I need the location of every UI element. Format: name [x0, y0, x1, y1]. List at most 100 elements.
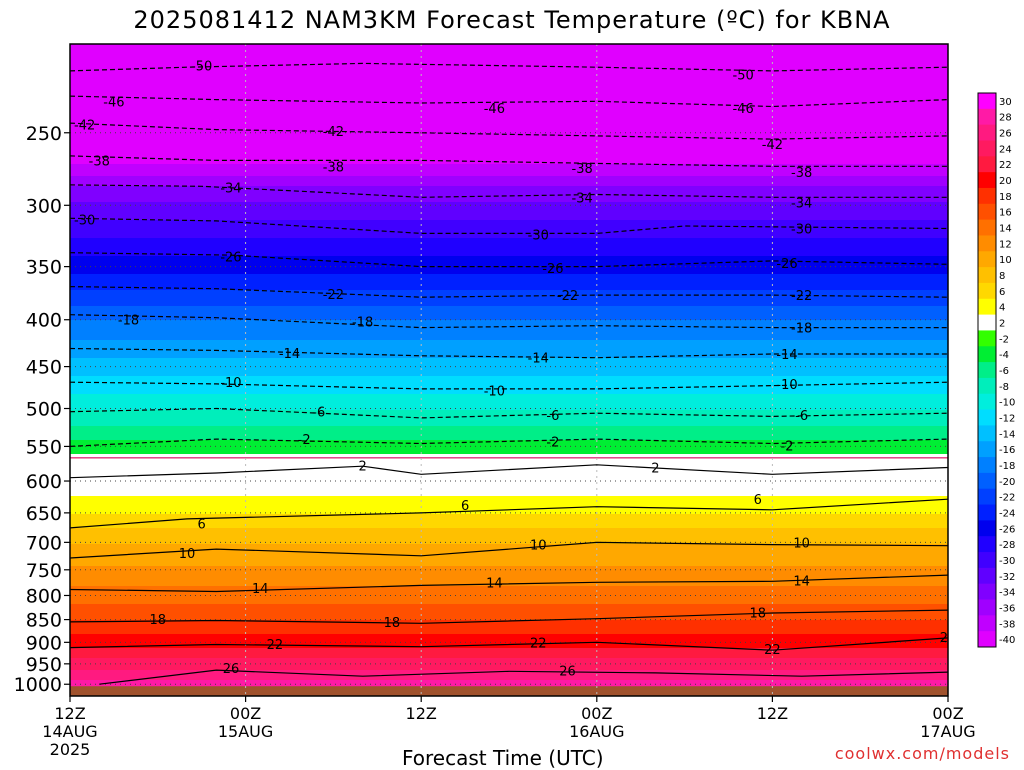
colorbar-swatch [978, 567, 996, 585]
field-band [70, 88, 948, 90]
colorbar-label: 16 [999, 208, 1012, 219]
field-band [70, 196, 948, 198]
colorbar-label: -32 [999, 572, 1015, 583]
field-band [70, 332, 948, 334]
y-tick-label: 650 [26, 503, 62, 525]
field-band [70, 544, 948, 546]
field-band [70, 414, 948, 416]
isotherm-label: -6 [795, 409, 808, 424]
field-band [70, 504, 948, 506]
field-band [70, 46, 948, 48]
colorbar-swatch [978, 425, 996, 442]
x-tick-label: 12Z [406, 704, 437, 723]
field-band [70, 604, 948, 606]
field-band [70, 610, 948, 612]
colorbar-label: 22 [999, 160, 1012, 171]
isotherm-line [70, 574, 948, 593]
field-band [70, 112, 948, 114]
field-band [70, 70, 948, 72]
isotherm-line [70, 637, 948, 651]
colorbar-swatch [978, 409, 996, 426]
field-band [70, 60, 948, 62]
field-band [70, 274, 948, 276]
field-band [70, 304, 948, 306]
field-band [70, 642, 948, 644]
colorbar-swatch [978, 314, 996, 331]
field-band [70, 594, 948, 596]
field-band [70, 290, 948, 292]
isotherm-line [70, 184, 948, 198]
field-band [70, 464, 948, 466]
field-band [70, 254, 948, 256]
field-band [70, 512, 948, 514]
colorbar-swatch [978, 393, 996, 411]
field-band [70, 80, 948, 82]
isotherm-label: 10 [530, 539, 547, 554]
colorbar-label: 30 [999, 97, 1012, 108]
field-band [70, 520, 948, 522]
isotherm-line [70, 498, 948, 529]
field-band [70, 550, 948, 552]
field-band [70, 310, 948, 312]
field-band [70, 308, 948, 310]
field-band [70, 236, 948, 238]
isotherm-label: 22 [764, 643, 781, 658]
field-band [70, 434, 948, 436]
field-band [70, 352, 948, 354]
x-tick-label: 17AUG [920, 722, 975, 741]
plot-frame [69, 43, 949, 697]
colorbar-label: -14 [999, 429, 1015, 440]
x-tick-label: 12Z [757, 704, 788, 723]
field-band [70, 546, 948, 548]
colorbar-label: -30 [999, 556, 1015, 567]
field-band [70, 286, 948, 288]
isotherm-label: 2 [651, 462, 659, 477]
field-band [70, 474, 948, 476]
field-band [70, 360, 948, 362]
colorbar-swatch [978, 93, 996, 110]
colorbar-label: 14 [999, 224, 1012, 235]
colorbar-label: 12 [999, 239, 1012, 250]
field-band [70, 452, 948, 454]
field-band [70, 646, 948, 648]
field-band [70, 156, 948, 158]
y-tick-label: 550 [26, 436, 62, 458]
field-band [70, 116, 948, 118]
y-tick-label: 400 [26, 310, 62, 332]
field-band [70, 198, 948, 200]
field-band [70, 558, 948, 560]
isotherm-line [70, 122, 948, 140]
x-tick-label: 00Z [581, 704, 612, 723]
field-band [70, 104, 948, 106]
colorbar-swatch [978, 124, 996, 141]
isotherm-label: 10 [179, 547, 196, 562]
field-band [70, 200, 948, 202]
y-tick-label: 800 [26, 585, 62, 607]
field-band [70, 602, 948, 604]
field-band [70, 114, 948, 116]
isotherm-label: 6 [198, 518, 206, 533]
colorbar-label: -16 [999, 445, 1015, 456]
field-band [70, 534, 948, 536]
x-tick-label: 2025 [50, 740, 91, 759]
field-band [70, 208, 948, 210]
field-band [70, 560, 948, 562]
colorbar-swatch [978, 488, 996, 506]
isotherm-label: -38 [791, 166, 812, 181]
y-tick-label: 850 [26, 610, 62, 632]
field-band [70, 572, 948, 574]
field-band [70, 508, 948, 510]
field-band [70, 388, 948, 390]
field-band [70, 522, 948, 524]
isotherm-label: -10 [484, 385, 505, 400]
field-band [70, 396, 948, 398]
field-band [70, 188, 948, 190]
colorbar-label: -38 [999, 619, 1015, 630]
field-band [70, 98, 948, 100]
field-band [70, 496, 948, 498]
isotherm-label: 18 [384, 616, 401, 631]
field-band [70, 624, 948, 626]
isotherm-label: -42 [74, 119, 95, 134]
field-band [70, 424, 948, 426]
field-band [70, 586, 948, 588]
